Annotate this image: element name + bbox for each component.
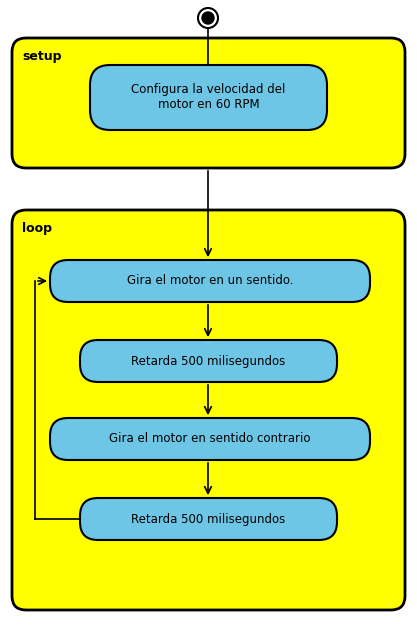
FancyBboxPatch shape [80, 340, 337, 382]
FancyBboxPatch shape [80, 498, 337, 540]
Text: loop: loop [22, 222, 52, 235]
FancyBboxPatch shape [12, 210, 405, 610]
FancyBboxPatch shape [12, 38, 405, 168]
Circle shape [198, 8, 218, 28]
FancyBboxPatch shape [50, 260, 370, 302]
Text: Retarda 500 milisegundos: Retarda 500 milisegundos [131, 354, 286, 367]
Circle shape [202, 12, 214, 24]
Text: Gira el motor en un sentido.: Gira el motor en un sentido. [127, 274, 293, 287]
FancyBboxPatch shape [90, 65, 327, 130]
FancyBboxPatch shape [50, 418, 370, 460]
Text: Gira el motor en sentido contrario: Gira el motor en sentido contrario [109, 433, 311, 446]
Text: Retarda 500 milisegundos: Retarda 500 milisegundos [131, 513, 286, 525]
Text: Configura la velocidad del
motor en 60 RPM: Configura la velocidad del motor en 60 R… [131, 83, 286, 111]
Text: setup: setup [22, 50, 61, 63]
